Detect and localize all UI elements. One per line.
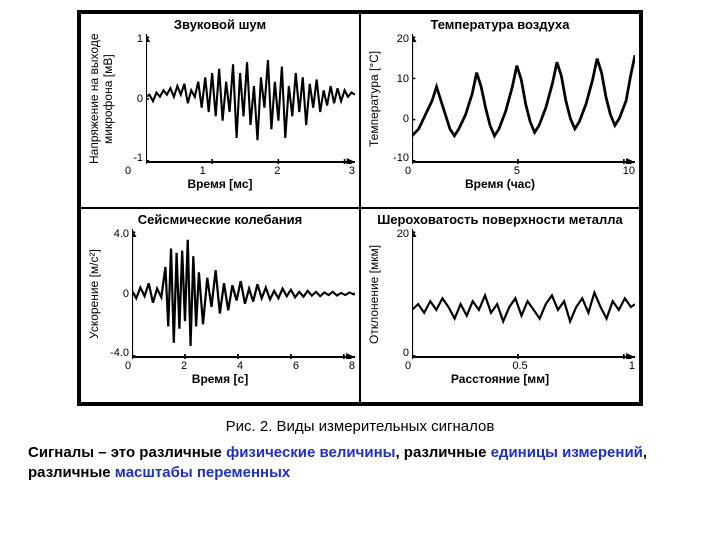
panel-temperature: Температура воздухаТемпература [°С]20100… [360, 13, 640, 208]
y-ticks: 4.0 0 -4.0 [103, 229, 132, 359]
desc-hl2: единицы измерений [491, 444, 643, 461]
y-tick: 0 [103, 289, 129, 300]
x-tick: 4 [237, 360, 243, 372]
x-tick: 6 [293, 360, 299, 372]
figure-frame: Звуковой шум Напряжение на выходе микрофо… [77, 10, 643, 406]
x-axis-label: Время (час) [365, 177, 635, 191]
plot-wrap: Отклонение [мкм]20 0 [365, 229, 635, 359]
x-tick: 0.5 [512, 360, 527, 372]
y-axis-label: Отклонение [мкм] [365, 229, 383, 359]
x-tick: 0 [405, 360, 411, 372]
plot-area [132, 229, 355, 359]
y-ticks: 1 0 -1 [117, 34, 146, 164]
panel-title: Сейсмические колебания [85, 213, 355, 227]
y-tick: 0 [383, 114, 409, 125]
panel-sound: Звуковой шум Напряжение на выходе микрофо… [80, 13, 360, 208]
x-ticks: 00.51 [405, 359, 635, 372]
y-tick: 20 [383, 34, 409, 45]
y-ticks: 20 10 0 -10 [383, 34, 412, 164]
x-tick: 8 [349, 360, 355, 372]
x-axis-label: Расстояние [мм] [365, 372, 635, 386]
plot-wrap: Ускорение [м/с²]4.0 0 -4.0 [85, 229, 355, 359]
x-tick: 3 [349, 165, 355, 177]
y-tick: -10 [383, 153, 409, 164]
desc-hl3: масштабы переменных [115, 464, 290, 481]
panel-title: Шероховатость поверхности металла [365, 213, 635, 227]
desc-hl1: физические величины [226, 444, 395, 461]
panel-roughness: Шероховатость поверхности металла Отклоне… [360, 208, 640, 403]
x-ticks: 0 2 4 6 8 [125, 359, 355, 372]
x-tick: 0 [125, 165, 131, 177]
y-axis-label: Ускорение [м/с²] [85, 229, 103, 359]
panel-title: Температура воздуха [365, 18, 635, 32]
x-tick: 2 [274, 165, 280, 177]
x-tick: 1 [200, 165, 206, 177]
y-tick: 10 [383, 74, 409, 85]
y-tick: -1 [117, 153, 143, 164]
figure-caption: Рис. 2. Виды измерительных сигналов [10, 418, 710, 435]
x-axis-label: Время [мс] [85, 177, 355, 191]
plot-wrap: Температура [°С]20 10 0 -10 [365, 34, 635, 164]
x-tick: 5 [514, 165, 520, 177]
y-tick: -4.0 [103, 348, 129, 359]
y-tick: 1 [117, 34, 143, 45]
y-axis-label: Напряжение на выходе микрофона [мB] [85, 34, 117, 164]
y-tick: 4.0 [103, 229, 129, 240]
y-tick: 0 [117, 94, 143, 105]
desc-mid1: , различные [395, 444, 490, 461]
panel-title: Звуковой шум [85, 18, 355, 32]
panel-seismic: Сейсмические колебания Ускорение [м/с²]4.… [80, 208, 360, 403]
plot-area [412, 229, 635, 359]
x-ticks: 0 5 10 [405, 164, 635, 177]
desc-prefix: Сигналы – это различные [28, 444, 226, 461]
y-tick: 0 [383, 348, 409, 359]
plot-area [412, 34, 635, 164]
x-ticks: 0 1 2 3 [125, 164, 355, 177]
x-axis-label: Время [с] [85, 372, 355, 386]
y-axis-label: Температура [°С] [365, 34, 383, 164]
x-tick: 10 [623, 165, 635, 177]
x-tick: 1 [629, 360, 635, 372]
x-tick: 0 [125, 360, 131, 372]
x-tick: 0 [405, 165, 411, 177]
panel-grid: Звуковой шум Напряжение на выходе микрофо… [80, 13, 640, 403]
plot-wrap: Напряжение на выходе микрофона [мB]1 0 -1 [85, 34, 355, 164]
plot-area [146, 34, 355, 164]
y-ticks: 20 0 [383, 229, 412, 359]
description-text: Сигналы – это различные физические велич… [28, 443, 692, 484]
y-tick: 20 [383, 229, 409, 240]
x-tick: 2 [181, 360, 187, 372]
